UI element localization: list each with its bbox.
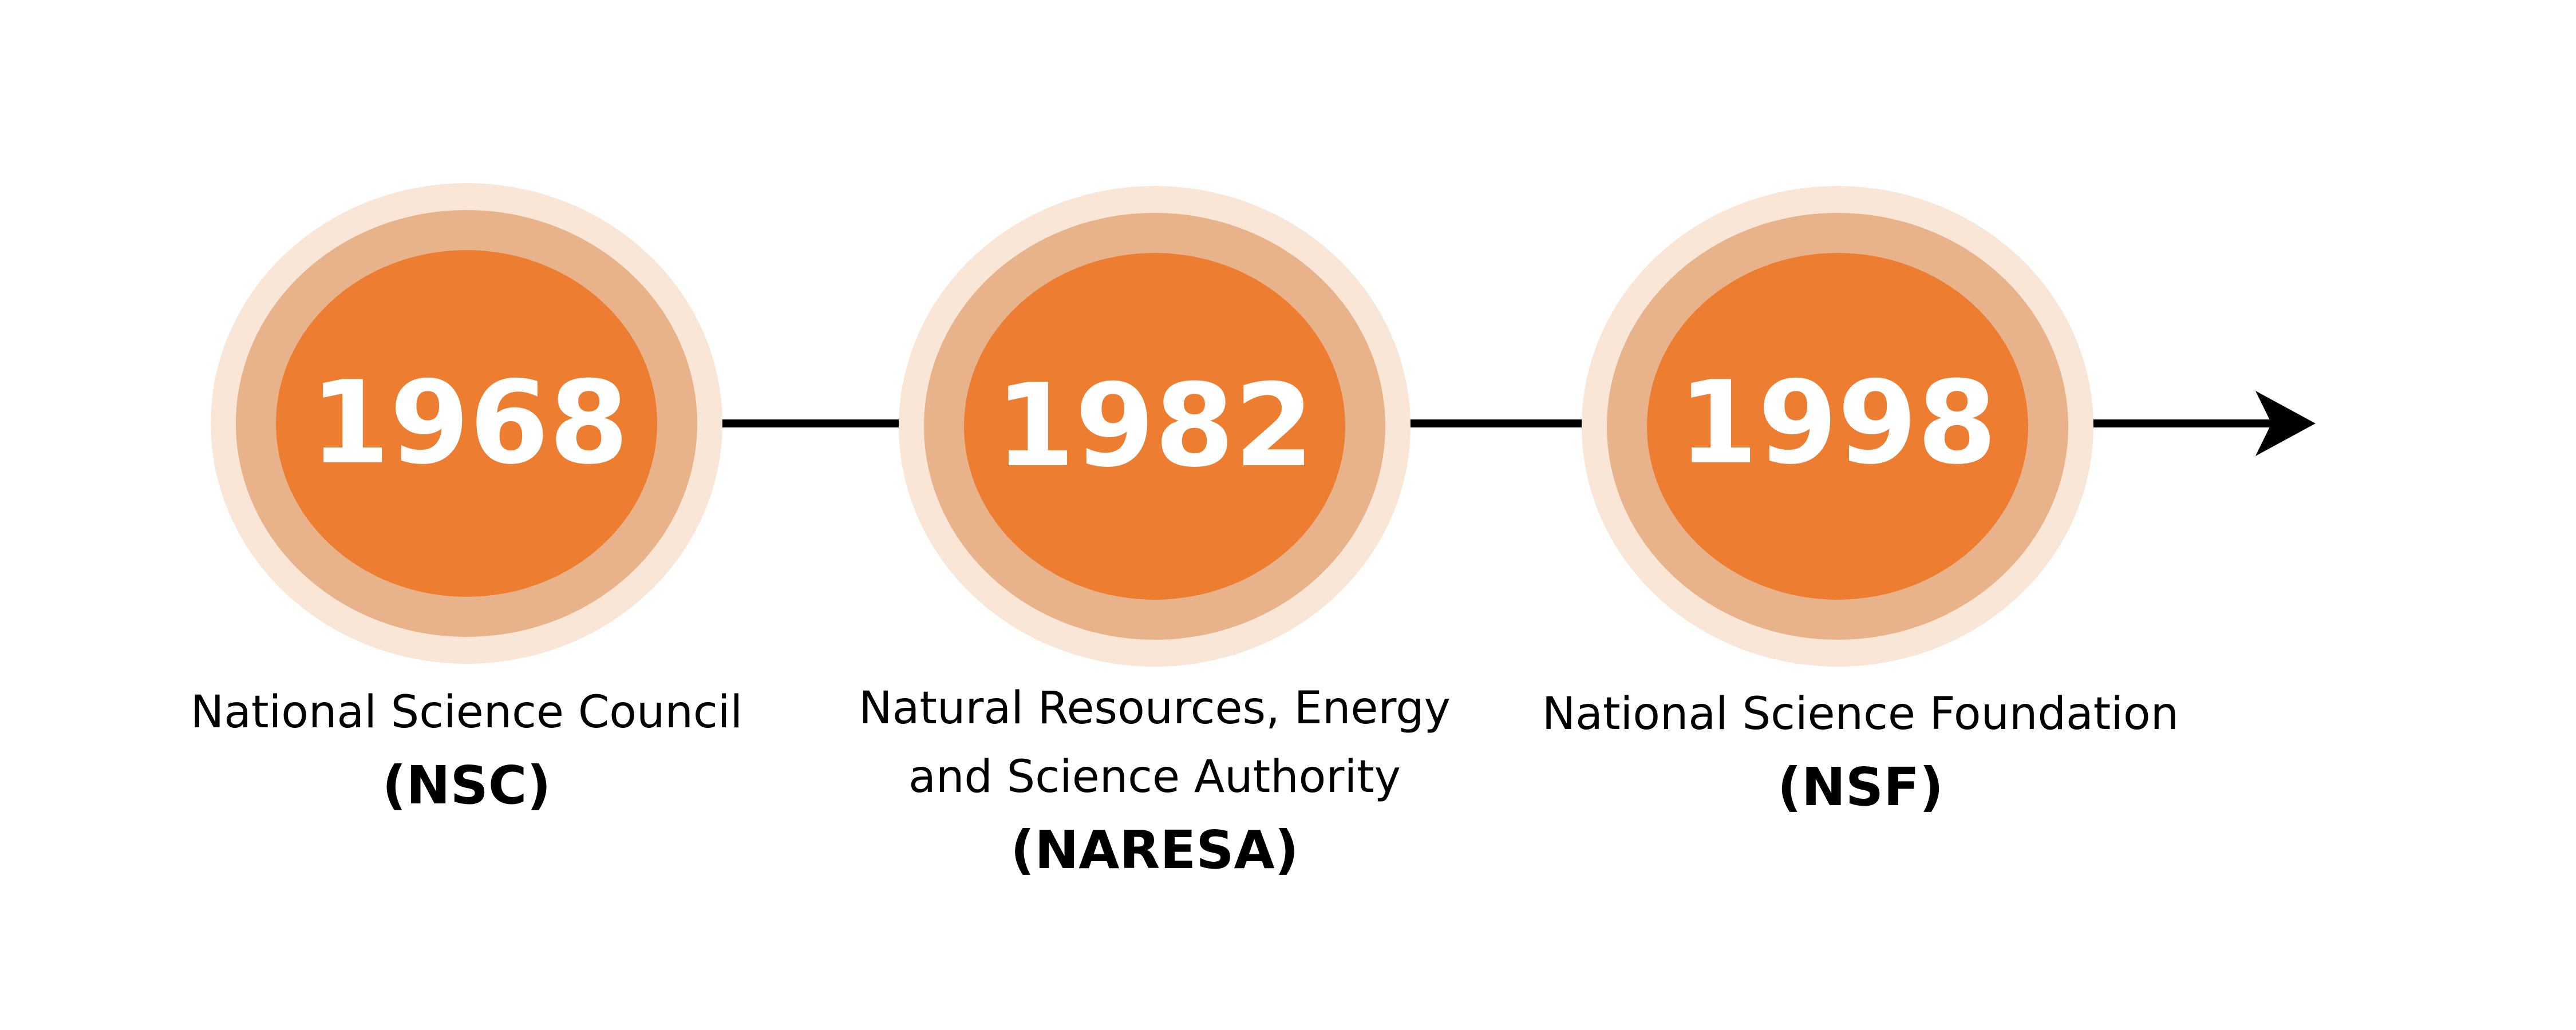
milestone-abbreviation: (NARESA) <box>1010 819 1299 881</box>
inner-circle <box>276 250 657 597</box>
inner-circle <box>964 253 1345 600</box>
milestone-year: 1998 <box>1678 356 1997 490</box>
arrow-head-icon <box>2255 391 2316 456</box>
milestone-name: Natural Resources, Energy <box>859 683 1451 734</box>
milestone-node: 1968 <box>211 183 722 664</box>
milestone-abbreviation: (NSC) <box>382 755 551 816</box>
milestone-name: National Science Council <box>190 687 743 738</box>
milestone-label: Natural Resources, Energy and Science Au… <box>834 674 1475 889</box>
milestone-label: National Science Foundation (NSF) <box>1511 680 2210 826</box>
inner-circle <box>1647 253 2028 600</box>
milestone-node: 1998 <box>1582 186 2093 667</box>
milestone-node: 1982 <box>899 186 1411 667</box>
milestone-label: National Science Council (NSC) <box>169 678 764 825</box>
milestone-abbreviation: (NSF) <box>1777 756 1944 818</box>
milestone-name: National Science Foundation <box>1542 688 2179 740</box>
milestone-year: 1968 <box>310 356 629 490</box>
milestone-year: 1982 <box>995 359 1314 493</box>
milestone-name: and Science Authority <box>908 751 1401 803</box>
